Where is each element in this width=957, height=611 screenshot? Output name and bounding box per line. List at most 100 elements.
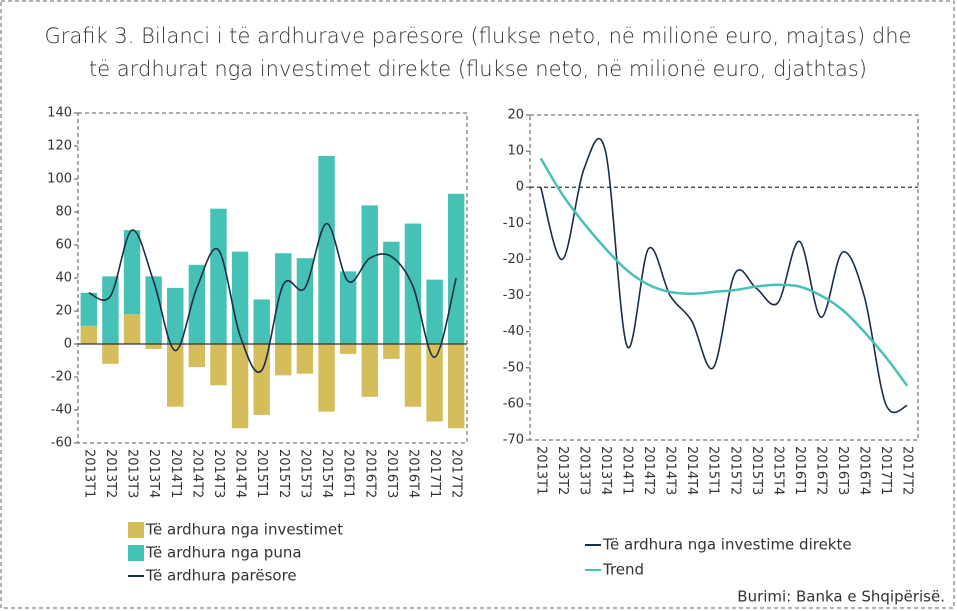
x-tick-label: 2015T2: [727, 446, 742, 495]
y-tick-label: 0: [64, 337, 72, 352]
x-tick-label: 2013T1: [533, 446, 548, 495]
x-tick-label: 2015T3: [297, 449, 312, 498]
y-tick-label: -70: [503, 433, 524, 448]
line: [540, 137, 908, 414]
x-tick-label: 2014T4: [233, 449, 248, 498]
bar: [253, 299, 270, 344]
y-tick-label: -30: [503, 288, 524, 303]
y-tick-label: -20: [503, 252, 524, 267]
bar: [210, 344, 227, 386]
bar: [102, 276, 119, 344]
x-tick-label: 2013T3: [125, 449, 140, 498]
plot-frame: [529, 114, 919, 441]
bar: [275, 253, 292, 344]
bar: [318, 155, 335, 344]
x-tick-label: 2015T4: [319, 449, 334, 498]
legend-label: Të ardhura nga puna: [145, 544, 302, 562]
y-tick-label: 40: [55, 271, 72, 286]
y-tick-label: -50: [503, 360, 524, 375]
bar: [102, 344, 119, 364]
y-tick-label: -10: [503, 216, 524, 231]
bar: [123, 230, 141, 315]
x-tick-label: 2016T2: [814, 446, 829, 495]
x-tick-label: 2015T4: [770, 446, 785, 495]
y-tick-label: 20: [55, 304, 72, 319]
x-tick-label: 2014T4: [684, 446, 699, 495]
y-tick-label: -40: [51, 403, 72, 418]
y-tick-label: 100: [47, 172, 72, 187]
x-tick-label: 2013T4: [598, 446, 613, 495]
bar: [383, 241, 400, 344]
x-tick-label: 2016T1: [792, 446, 807, 495]
y-tick-label: 0: [516, 180, 524, 195]
x-tick-label: 2013T1: [81, 449, 96, 498]
legend-swatch: [128, 545, 144, 561]
bar: [339, 271, 357, 344]
y-tick-label: 20: [507, 108, 524, 123]
bar: [404, 223, 422, 344]
x-tick-label: 2016T2: [362, 449, 377, 498]
x-tick-label: 2013T2: [103, 449, 118, 498]
legend-label: Të ardhura nga investimet: [145, 521, 343, 539]
x-tick-label: 2014T1: [168, 449, 183, 498]
x-tick-label: 2014T1: [620, 446, 635, 495]
bar: [145, 344, 162, 349]
y-tick-label: 10: [507, 144, 524, 159]
y-tick-label: 120: [47, 139, 72, 154]
bar: [361, 344, 378, 397]
y-tick-label: -60: [51, 436, 72, 451]
x-tick-label: 2014T3: [211, 449, 226, 498]
bar: [80, 292, 98, 326]
bar: [383, 344, 400, 359]
y-tick-label: -20: [51, 370, 72, 385]
bar: [296, 344, 314, 374]
x-tick-label: 2015T2: [276, 449, 291, 498]
x-tick-label: 2016T4: [857, 446, 872, 495]
bar: [339, 344, 357, 354]
y-tick-label: -40: [503, 324, 524, 339]
chart-title: Grafik 3. Bilanci i të ardhurave parësor…: [45, 24, 912, 48]
x-tick-label: 2017T2: [900, 446, 915, 495]
x-tick-label: 2017T2: [449, 449, 464, 498]
bar: [447, 344, 465, 429]
bar: [361, 205, 378, 344]
legend-label: Trend: [602, 561, 644, 579]
x-tick-label: 2016T4: [405, 449, 420, 498]
y-tick-label: 60: [55, 238, 72, 253]
bar: [404, 344, 422, 407]
y-tick-label: 80: [55, 205, 72, 220]
x-tick-label: 2015T1: [706, 446, 721, 495]
bar: [188, 344, 206, 368]
x-tick-label: 2016T3: [835, 446, 850, 495]
bar: [231, 251, 249, 344]
legend-label: Të ardhura parësore: [145, 567, 297, 585]
x-tick-label: 2016T1: [341, 449, 356, 498]
x-tick-label: 2017T1: [878, 446, 893, 495]
bar: [188, 264, 206, 344]
bar: [167, 344, 184, 407]
bar: [210, 208, 227, 344]
bar: [275, 344, 292, 376]
legend-label: Të ardhura nga investime direkte: [602, 536, 852, 554]
y-tick-label: -60: [503, 396, 524, 411]
bar: [447, 193, 465, 344]
bar: [318, 344, 335, 412]
bar: [145, 276, 162, 344]
x-tick-label: 2013T4: [146, 449, 161, 498]
bar: [426, 279, 443, 344]
x-tick-label: 2017T1: [427, 449, 442, 498]
bar: [426, 344, 443, 422]
x-tick-label: 2015T1: [254, 449, 269, 498]
x-tick-label: 2014T2: [189, 449, 204, 498]
bar: [231, 344, 249, 429]
x-tick-label: 2014T3: [663, 446, 678, 495]
x-tick-label: 2013T2: [555, 446, 570, 495]
bar: [80, 325, 98, 344]
line: [539, 157, 909, 387]
source: Burimi: Banka e Shqipërisë.: [737, 588, 945, 606]
chart-title: të ardhurat nga investimet direkte (fluk…: [89, 57, 867, 81]
x-tick-label: 2015T3: [749, 446, 764, 495]
bar: [167, 287, 184, 344]
